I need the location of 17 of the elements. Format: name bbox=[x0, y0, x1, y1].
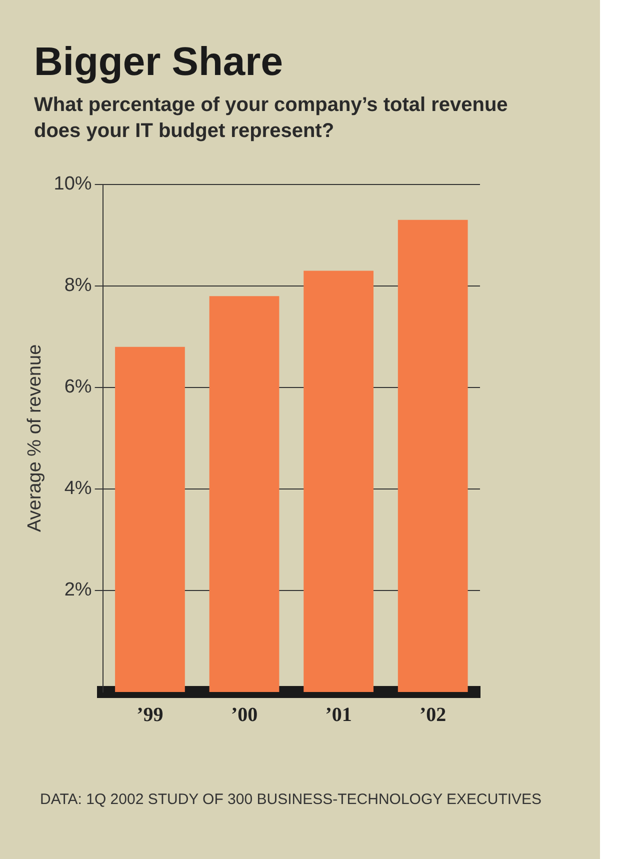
y-tick-label: 6% bbox=[64, 376, 92, 398]
bar bbox=[398, 220, 468, 692]
y-axis-title: Average % of revenue bbox=[24, 344, 46, 532]
x-tick-label: ’99 bbox=[136, 704, 164, 726]
text: DATA: 1Q 2002 STUDY OF 300 BUSINESS-TECHNOLOGY EXECUTIVES bbox=[40, 790, 543, 810]
bar bbox=[209, 296, 280, 692]
y-tick-label: 4% bbox=[64, 478, 92, 500]
y-tick-label: 2% bbox=[64, 580, 92, 601]
chart-subtitle: What percentage of your company’s total revenue does your IT budget represent? bbox=[34, 93, 509, 144]
bar bbox=[115, 346, 185, 692]
x-tick-label: ’00 bbox=[230, 704, 258, 726]
chart-title: Bigger Share bbox=[34, 40, 283, 85]
bar bbox=[304, 270, 374, 692]
x-tick-label: ’02 bbox=[420, 704, 446, 726]
x-tick-label: ’01 bbox=[325, 704, 352, 726]
y-tick-label: 8% bbox=[64, 275, 92, 296]
y-tick-label: 10% bbox=[54, 174, 92, 195]
